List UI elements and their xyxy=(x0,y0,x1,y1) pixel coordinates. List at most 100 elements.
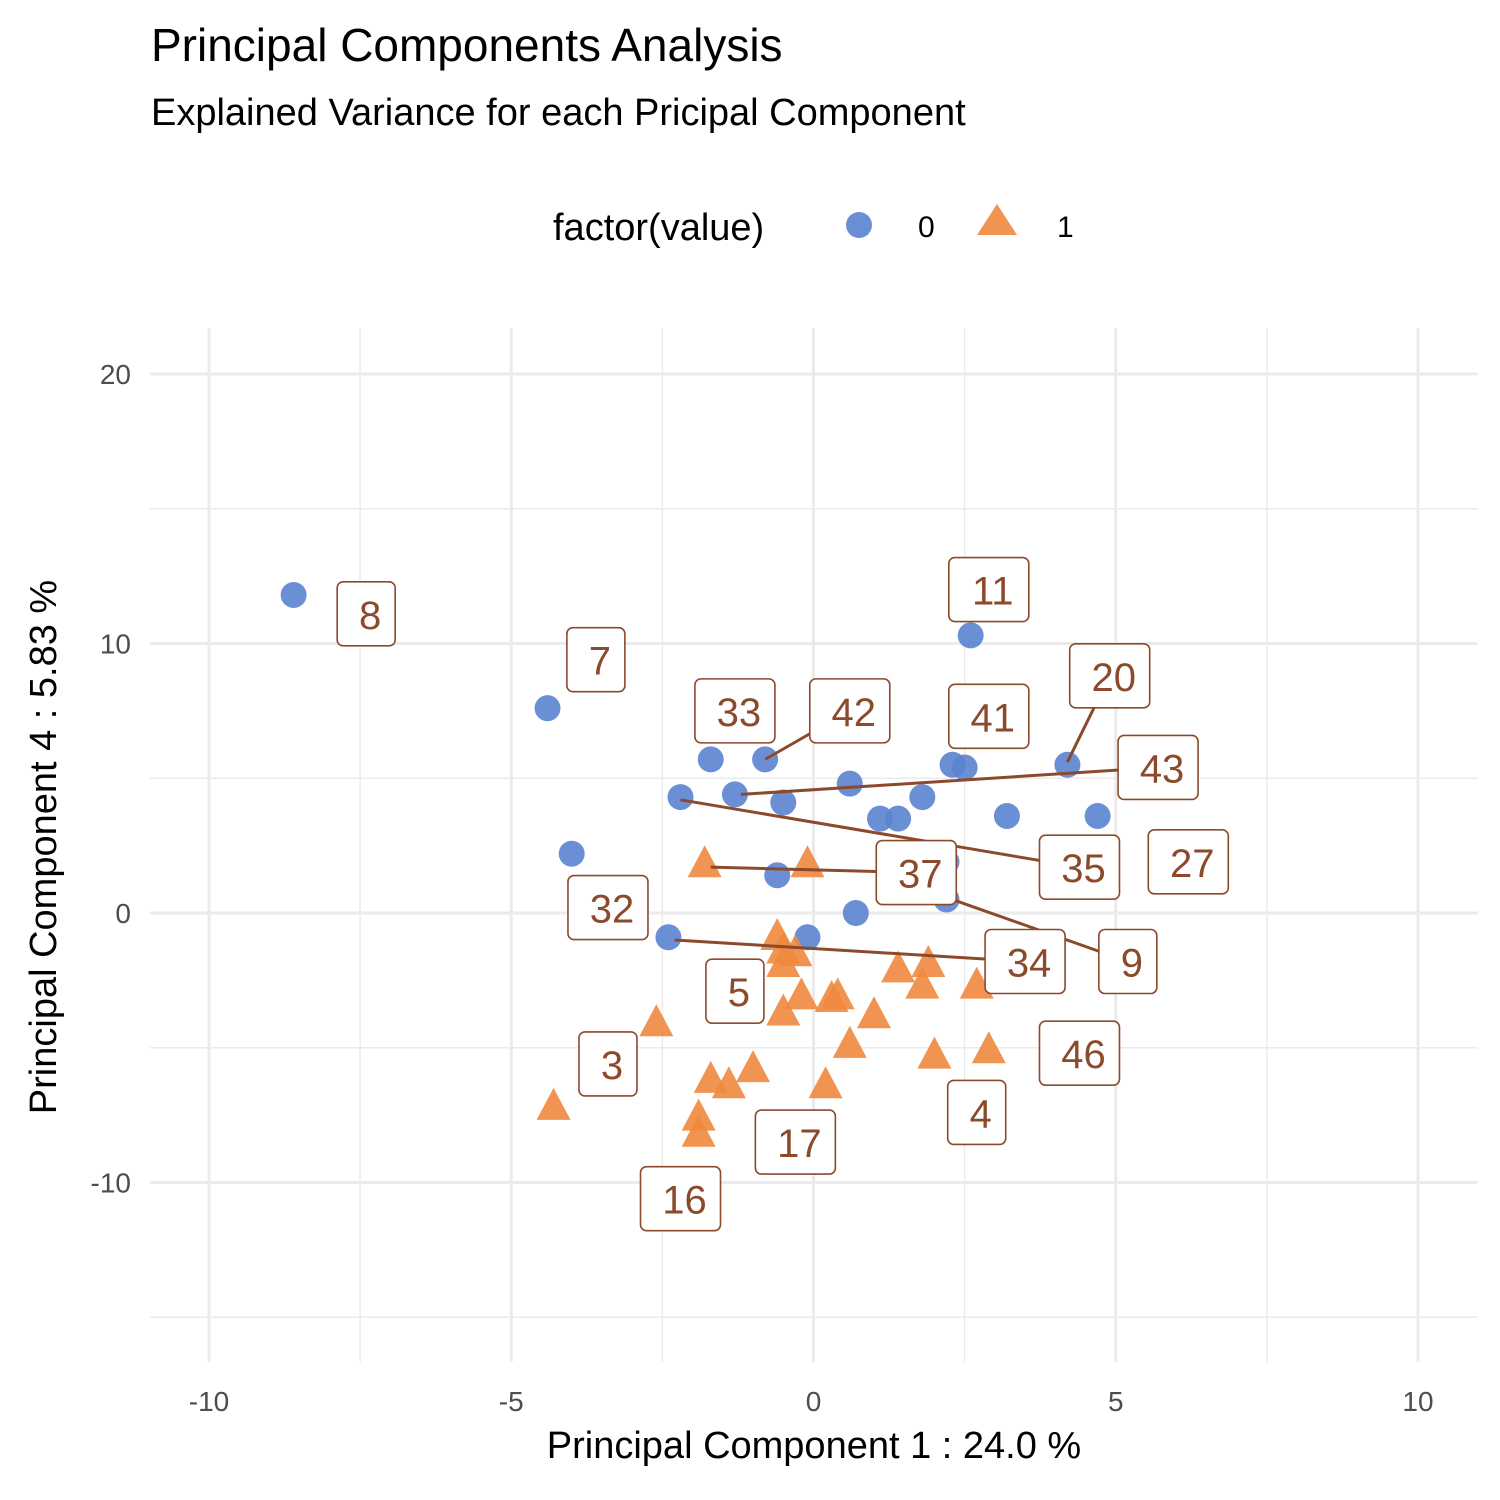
point-group-1 xyxy=(711,1066,746,1099)
point-group-0 xyxy=(866,805,893,832)
point-label: 5 xyxy=(705,958,765,1024)
point-group-1 xyxy=(687,845,722,878)
x-axis-title: Principal Component 1 : 24.0 % xyxy=(547,1425,1081,1467)
point-group-1 xyxy=(905,966,940,999)
point-group-0 xyxy=(667,784,694,811)
point-group-0 xyxy=(993,802,1020,829)
x-tick-label: -5 xyxy=(499,1386,524,1417)
point-label-box xyxy=(567,874,649,941)
x-tick-label: -10 xyxy=(189,1386,229,1417)
point-group-1 xyxy=(832,1025,867,1058)
point-group-0 xyxy=(697,746,724,773)
point-label-text: 17 xyxy=(777,1122,822,1166)
point-group-1 xyxy=(820,977,855,1010)
point-label-text: 5 xyxy=(728,971,750,1015)
point-group-0 xyxy=(794,924,821,951)
point-group-0 xyxy=(770,789,797,816)
point-group-0 xyxy=(957,622,984,649)
point-group-0 xyxy=(909,784,936,811)
point-group-0 xyxy=(280,581,307,608)
point-label-box xyxy=(948,556,1030,623)
point-label-box xyxy=(948,683,1030,750)
point-group-0 xyxy=(951,754,978,781)
point-label: 20 xyxy=(1068,643,1151,709)
legend-key-circle xyxy=(846,212,872,238)
point-group-0 xyxy=(534,695,561,722)
point-label: 8 xyxy=(336,581,396,647)
point-group-1 xyxy=(881,950,916,983)
label-segment xyxy=(740,765,1159,796)
point-group-0 xyxy=(764,862,791,889)
point-group-0 xyxy=(1054,751,1081,778)
y-axis-title: Principal Component 4 : 5.83 % xyxy=(23,580,65,1114)
point-label-box xyxy=(694,678,776,744)
point-label-box xyxy=(639,1165,722,1232)
point-group-1 xyxy=(790,845,825,878)
point-label-text: 11 xyxy=(972,570,1014,614)
y-tick-label: 0 xyxy=(115,898,131,929)
point-label-text: 35 xyxy=(1061,847,1106,891)
x-tick-label: 10 xyxy=(1402,1386,1433,1417)
point-group-1 xyxy=(856,996,891,1029)
point-group-1 xyxy=(766,945,801,978)
data-points xyxy=(280,581,1111,1147)
point-label: 9 xyxy=(1098,928,1158,995)
point-label-text: 27 xyxy=(1170,842,1215,886)
point-label: 17 xyxy=(754,1109,837,1175)
point-label-box xyxy=(1038,1020,1121,1086)
point-label: 7 xyxy=(566,626,626,693)
legend-title: factor(value) xyxy=(553,207,764,249)
point-label-text: 4 xyxy=(970,1092,992,1136)
point-label: 43 xyxy=(1117,734,1199,801)
point-label-box xyxy=(946,1079,1007,1146)
point-group-1 xyxy=(736,1050,771,1083)
point-label-text: 9 xyxy=(1121,942,1143,986)
point-group-0 xyxy=(842,900,869,926)
point-label: 27 xyxy=(1147,828,1230,895)
point-label-box xyxy=(984,928,1066,995)
point-label-box xyxy=(1068,643,1151,709)
point-group-0 xyxy=(558,840,585,867)
label-segment xyxy=(674,938,1026,964)
point-group-1 xyxy=(766,993,801,1026)
point-label: 34 xyxy=(984,928,1066,995)
point-label-text: 41 xyxy=(971,696,1016,740)
point-label-box xyxy=(1117,734,1199,801)
axis-ticks: -10 -5 0 5 10 -10 0 10 20 xyxy=(91,359,1434,1417)
point-label-text: 32 xyxy=(590,888,635,932)
point-group-0 xyxy=(1084,802,1111,829)
point-label-box xyxy=(578,1031,638,1097)
point-group-0 xyxy=(721,781,748,808)
y-tick-label: 20 xyxy=(100,359,131,390)
x-tick-label: 0 xyxy=(806,1386,822,1417)
point-label: 33 xyxy=(694,678,776,744)
point-group-1 xyxy=(917,1036,952,1069)
chart-title: Principal Components Analysis xyxy=(151,19,783,71)
y-tick-label: 10 xyxy=(100,629,131,660)
point-label: 16 xyxy=(639,1165,722,1232)
point-group-1 xyxy=(681,1114,716,1147)
point-label: 3 xyxy=(578,1031,638,1097)
point-label-text: 37 xyxy=(898,853,943,897)
point-label-text: 7 xyxy=(589,640,611,684)
point-label: 42 xyxy=(808,678,891,744)
point-label-box xyxy=(705,958,765,1024)
point-group-0 xyxy=(836,770,863,797)
point-label: 11 xyxy=(948,556,1030,623)
legend-key-triangle xyxy=(977,204,1017,235)
point-group-1 xyxy=(784,977,819,1010)
point-label: 46 xyxy=(1038,1020,1121,1086)
legend-label-1: 1 xyxy=(1057,211,1074,244)
point-label-box xyxy=(336,581,396,647)
point-label: 32 xyxy=(567,874,649,941)
point-label: 37 xyxy=(875,839,958,906)
point-group-1 xyxy=(911,945,946,978)
x-tick-label: 5 xyxy=(1108,1386,1124,1417)
point-label: 35 xyxy=(1038,834,1121,900)
point-label-box xyxy=(808,678,891,744)
chart-subtitle: Explained Variance for each Pricipal Com… xyxy=(151,92,966,134)
point-label-text: 46 xyxy=(1061,1033,1106,1077)
point-label-text: 20 xyxy=(1091,656,1136,700)
point-group-0 xyxy=(885,805,912,832)
